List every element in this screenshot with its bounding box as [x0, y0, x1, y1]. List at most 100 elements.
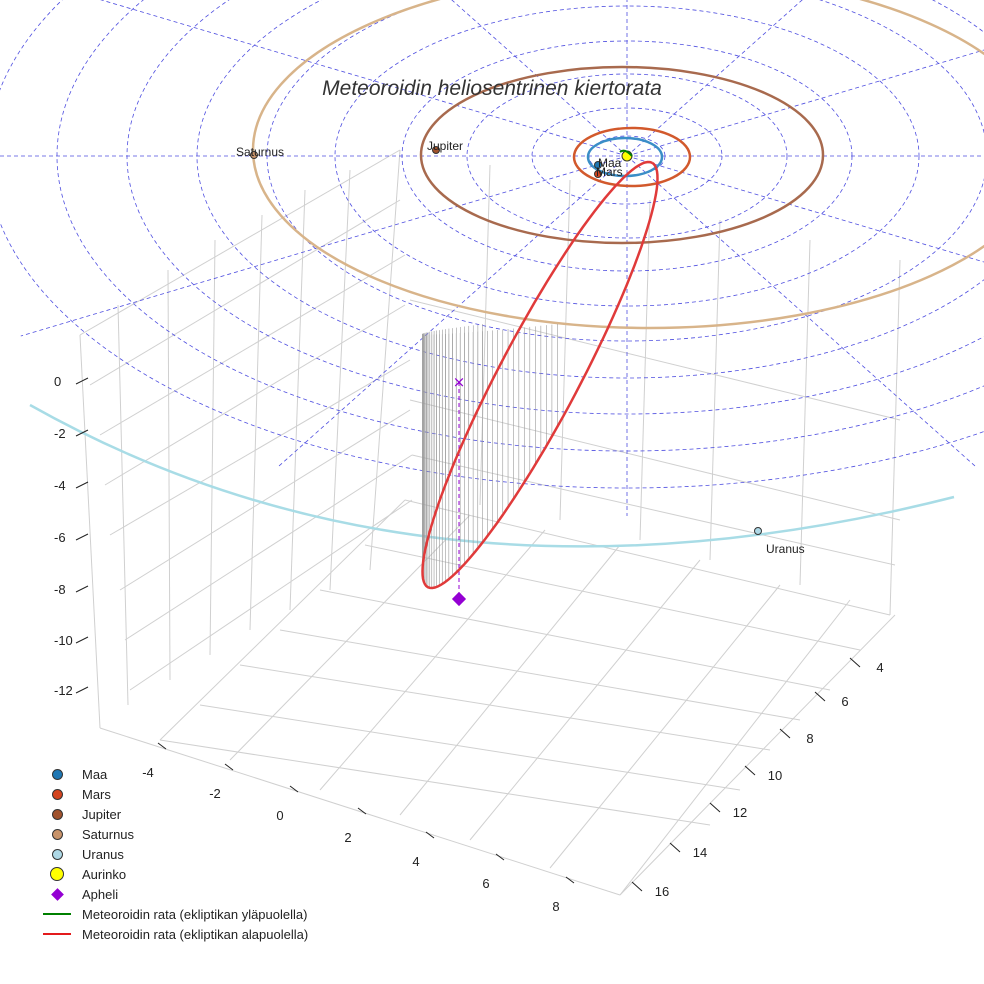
box-grid-line — [89, 199, 401, 386]
x-tick-label: 4 — [412, 854, 419, 869]
legend-entry-above: Meteoroidin rata (ekliptikan yläpuolella… — [42, 904, 308, 924]
z-tick-label: -10 — [54, 633, 73, 648]
box-grid-line — [409, 299, 901, 421]
legend-label: Meteoroidin rata (ekliptikan alapuolella… — [82, 926, 309, 942]
box-grid-line — [619, 599, 851, 896]
y-tick-mark — [669, 842, 681, 853]
legend-symbol — [42, 784, 72, 804]
x-tick-mark — [425, 831, 435, 839]
box-grid-line — [369, 149, 401, 571]
legend-label: Uranus — [82, 846, 124, 862]
box-grid-line — [199, 704, 741, 791]
z-tick-label: 0 — [54, 374, 61, 389]
ecliptic-ring — [466, 73, 788, 239]
y-tick-label: 8 — [806, 731, 813, 746]
saturnus-marker — [250, 151, 258, 159]
x-tick-mark — [565, 876, 575, 884]
box-grid-line — [99, 727, 621, 896]
ecliptic-spoke — [20, 155, 628, 337]
label-jupiter: Jupiter — [427, 139, 463, 153]
box-grid-line — [109, 359, 411, 536]
legend-entry-apheli: Apheli — [42, 884, 308, 904]
x-tick-label: -4 — [142, 765, 154, 780]
box-grid-line — [289, 189, 306, 611]
chart-title: Meteoroidin heliosentrinen kiertorata — [322, 77, 662, 100]
z-tick-label: -12 — [54, 683, 73, 698]
legend-line-icon — [43, 933, 71, 935]
legend-dot-icon — [51, 828, 63, 840]
box-grid-line — [799, 239, 811, 586]
mars-orbit — [572, 126, 692, 188]
box-grid-line — [159, 499, 406, 741]
y-tick-mark — [631, 881, 643, 892]
ecliptic-ring — [56, 0, 984, 452]
legend-symbol — [42, 824, 72, 844]
box-grid-line — [399, 544, 621, 816]
legend: Maa Mars Jupiter Saturnus Uranus Aurinko Aphel… — [42, 764, 308, 944]
y-tick-label: 10 — [768, 768, 782, 783]
box-grid-line — [409, 399, 901, 521]
z-tick-mark — [75, 636, 89, 644]
box-grid-line — [249, 214, 263, 631]
label-maa: Maa — [598, 156, 622, 170]
box-grid-line — [119, 409, 411, 591]
box-grid-line — [159, 739, 711, 826]
box-grid-line — [79, 334, 101, 729]
ecliptic-ring — [126, 0, 984, 415]
x-tick-mark — [289, 785, 299, 793]
x-tick-label: 0 — [276, 808, 283, 823]
z-tick-label: -4 — [54, 478, 66, 493]
legend-symbol — [42, 764, 72, 784]
box-grid-line — [279, 629, 801, 721]
box-grid-line — [404, 499, 891, 616]
y-tick-label: 16 — [655, 884, 669, 899]
y-tick-label: 12 — [733, 805, 747, 820]
legend-entry-saturnus: Saturnus — [42, 824, 308, 844]
box-grid-line — [469, 559, 701, 841]
x-tick-label: 2 — [344, 830, 351, 845]
x-tick-mark — [157, 742, 167, 750]
box-grid-line — [411, 454, 896, 566]
x-tick-mark — [224, 763, 234, 771]
legend-symbol — [42, 884, 72, 904]
legend-dot-icon — [51, 768, 63, 780]
box-grid-line — [319, 589, 831, 691]
markers — [250, 146, 762, 607]
box-grid-line — [124, 454, 413, 641]
legend-entry-below: Meteoroidin rata (ekliptikan alapuolella… — [42, 924, 308, 944]
y-tick-mark — [779, 728, 791, 739]
z-tick-mark — [75, 585, 89, 593]
box-grid-line — [99, 254, 406, 436]
mars-marker — [594, 170, 602, 178]
axis-ticks: 0 -2 -4 -6 -8 -10 -12 -4 -2 0 2 4 6 8 4 6 8 10 12 14 16 — [54, 374, 884, 914]
box-grid-line — [104, 304, 406, 486]
legend-symbol — [42, 924, 72, 944]
ecliptic-ring — [334, 5, 920, 307]
box-grid-line — [619, 614, 896, 896]
jupiter-orbit — [419, 65, 825, 245]
ecliptic-spoke — [626, 155, 978, 469]
box-grid-line — [79, 149, 401, 336]
box-grid — [79, 149, 901, 896]
z-tick-label: -8 — [54, 582, 66, 597]
box-grid-line — [559, 179, 571, 521]
ecliptic-ring — [0, 0, 984, 489]
legend-line-icon — [43, 913, 71, 915]
legend-label: Maa — [82, 766, 108, 782]
y-tick-mark — [709, 802, 721, 813]
legend-sun-icon — [50, 867, 64, 881]
box-grid-line — [709, 219, 721, 561]
legend-symbol — [42, 904, 72, 924]
x-tick-label: -2 — [209, 786, 221, 801]
z-tick-mark — [75, 533, 89, 541]
ecliptic-spoke — [626, 155, 984, 263]
label-mars: Mars — [596, 165, 623, 179]
y-tick-mark — [814, 691, 826, 702]
z-tick-mark — [75, 481, 89, 489]
z-tick-mark — [75, 686, 89, 694]
x-tick-mark — [495, 853, 505, 861]
x-tick-label: 8 — [552, 899, 559, 914]
legend-symbol — [42, 844, 72, 864]
meteoroid-orbit-above — [619, 149, 633, 157]
